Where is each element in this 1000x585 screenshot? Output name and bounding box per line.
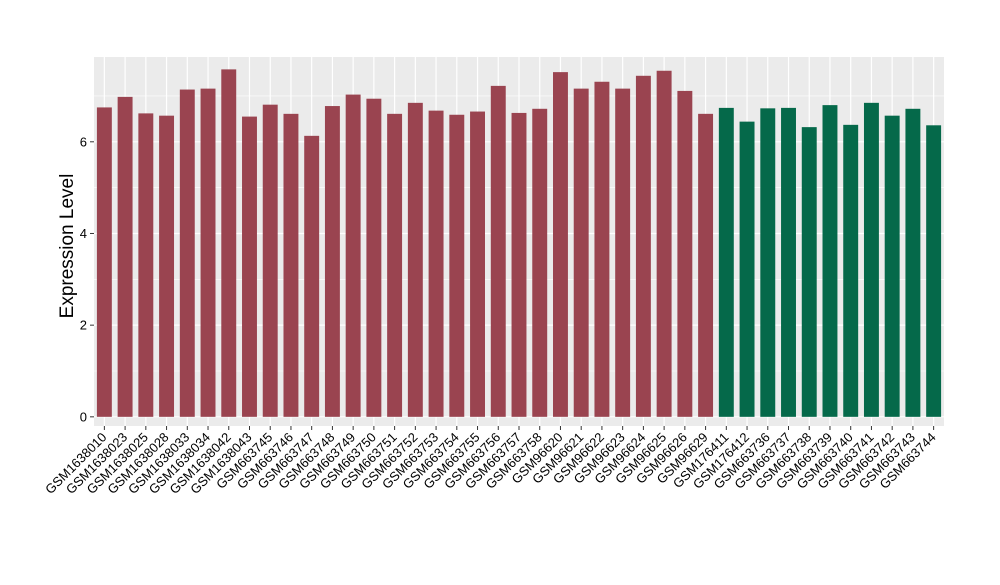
- bar-GSM663753: [428, 110, 444, 417]
- bar-GSM663747: [304, 135, 320, 417]
- bar-GSM663741: [863, 102, 879, 417]
- y-tick-label: 6: [80, 134, 87, 149]
- bar-GSM96625: [656, 70, 672, 417]
- bar-GSM663756: [490, 85, 506, 417]
- bars: [96, 69, 942, 417]
- bar-GSM96629: [698, 113, 714, 417]
- bar-GSM663736: [760, 108, 776, 417]
- bar-GSM1638033: [179, 89, 195, 417]
- bar-GSM663757: [511, 112, 527, 417]
- bar-GSM1638025: [138, 113, 154, 417]
- bar-GSM1638042: [221, 69, 237, 417]
- bar-GSM176411: [718, 107, 734, 417]
- y-tick-label: 4: [80, 226, 87, 241]
- bar-GSM663743: [905, 108, 921, 417]
- bar-GSM663755: [470, 111, 485, 417]
- bar-GSM663742: [884, 115, 900, 417]
- bar-GSM176412: [739, 121, 755, 417]
- bar-GSM663737: [781, 107, 796, 417]
- bar-GSM663746: [283, 113, 299, 417]
- x-axis: GSM1638010GSM1638023GSM1638025GSM1638028…: [42, 426, 939, 497]
- bar-GSM96624: [635, 75, 651, 417]
- bar-GSM663749: [345, 94, 361, 417]
- bar-GSM1638034: [200, 88, 216, 417]
- y-axis: 0 2 4 6: [80, 134, 94, 424]
- bar-GSM96620: [553, 72, 568, 417]
- bar-GSM663752: [407, 102, 423, 417]
- bar-GSM1638010: [96, 107, 112, 417]
- bar-GSM663750: [366, 98, 382, 417]
- bar-GSM1638028: [159, 115, 175, 417]
- bar-GSM663738: [801, 127, 817, 417]
- bar-GSM96626: [677, 90, 693, 417]
- bar-GSM96622: [594, 81, 610, 417]
- y-tick-label: 2: [80, 318, 87, 333]
- bar-GSM663748: [324, 106, 340, 417]
- bar-GSM96623: [615, 88, 631, 417]
- bar-GSM663754: [449, 114, 465, 417]
- bar-GSM1638023: [117, 96, 133, 417]
- y-axis-title: Expression Level: [57, 174, 78, 319]
- bar-GSM663740: [843, 124, 859, 417]
- bar-GSM663745: [262, 104, 278, 417]
- bar-GSM1638043: [242, 116, 257, 417]
- bar-GSM663739: [822, 105, 838, 417]
- bar-GSM663751: [387, 113, 403, 417]
- bar-GSM96621: [573, 88, 589, 417]
- y-tick-label: 0: [80, 409, 87, 424]
- bar-GSM663758: [532, 108, 548, 417]
- bar-GSM663744: [926, 125, 942, 417]
